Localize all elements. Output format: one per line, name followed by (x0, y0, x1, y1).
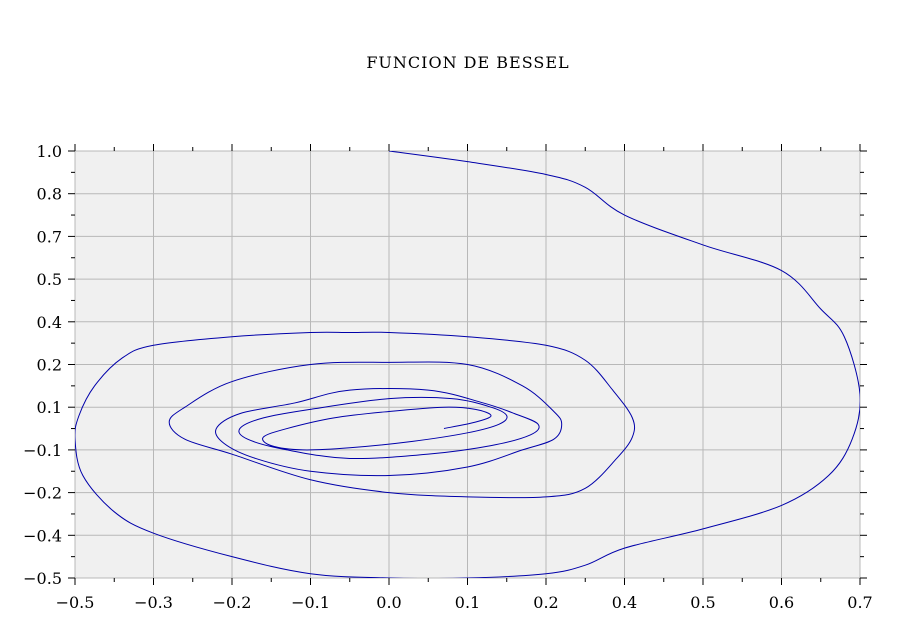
y-tick-label: 0.4 (37, 313, 62, 332)
chart-title: FUNCION DE BESSEL (366, 53, 569, 72)
y-tick-label: −0.2 (23, 484, 62, 503)
y-tick-label: −0.4 (23, 526, 62, 545)
x-tick-label: 0.6 (769, 593, 794, 612)
x-tick-label: 0.5 (690, 593, 715, 612)
x-tick-label: 0.2 (533, 593, 558, 612)
plot-area: −0.5 −0.3 −0.2 −0.1 0.0 0.1 0.2 0.4 0.5 0.6 0.7 1.0… (23, 142, 873, 612)
bessel-series-line (75, 151, 860, 578)
y-tick-label: 0.1 (37, 398, 62, 417)
y-tick-label: −0.5 (23, 569, 62, 588)
y-tick-label: 0.5 (37, 270, 62, 289)
x-tick-label: −0.5 (56, 593, 95, 612)
x-tick-label: 0.1 (455, 593, 480, 612)
x-tick-label: 0.0 (376, 593, 401, 612)
x-tick-label: 0.4 (612, 593, 637, 612)
y-tick-label: 0.2 (37, 356, 62, 375)
x-tick-label: −0.1 (291, 593, 330, 612)
y-tick-label: 1.0 (37, 142, 62, 161)
x-tick-label: −0.3 (134, 593, 173, 612)
x-tick-label: −0.2 (213, 593, 252, 612)
y-tick-label: 0.7 (37, 227, 62, 246)
y-tick-label: 0.8 (37, 185, 62, 204)
x-tick-label: 0.7 (847, 593, 872, 612)
y-tick-label: −0.1 (23, 441, 62, 460)
